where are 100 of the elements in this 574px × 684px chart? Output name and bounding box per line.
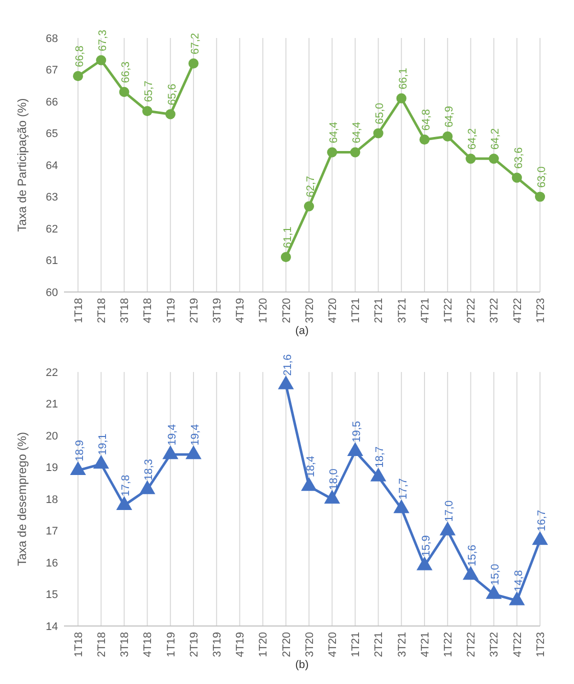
point (534, 192, 546, 202)
point (96, 55, 106, 66)
y-tick-label: 61 (46, 255, 58, 268)
x-tick-label: 1T18 (72, 632, 85, 658)
y-tick-label: 68 (46, 32, 58, 45)
x-tick-label: 2T19 (188, 632, 200, 658)
data-label: 65,0 (374, 102, 386, 124)
x-tick-label: 3T20 (304, 632, 316, 658)
x-tick-label: 4T19 (234, 632, 247, 658)
data-label: 16,7 (536, 510, 548, 532)
x-tick-label: 1T20 (258, 298, 270, 324)
point (188, 58, 199, 68)
x-tick-label: 2T18 (96, 298, 108, 324)
data-label: 63,6 (512, 147, 525, 169)
data-label: 19,4 (166, 424, 178, 446)
x-tick-label: 3T21 (396, 298, 408, 324)
point (396, 93, 406, 104)
y-tick-label: 62 (46, 223, 58, 236)
text: (b) (295, 659, 309, 671)
x-tick-label: 1T22 (442, 298, 454, 324)
x-tick-label: 2T20 (280, 298, 293, 324)
point (327, 147, 338, 158)
point (419, 134, 430, 145)
point (139, 480, 156, 494)
x-tick-label: 3T18 (119, 632, 132, 658)
x-tick-label: 2T21 (373, 298, 386, 324)
data-label: 64,2 (466, 128, 479, 150)
x-tick-label: 2T20 (280, 632, 293, 658)
data-label: 67,3 (96, 30, 109, 52)
x-tick-label: 4T18 (142, 298, 154, 324)
y-tick-label: 18 (46, 494, 58, 506)
point (70, 461, 86, 476)
data-label: 65,7 (143, 80, 156, 102)
data-label: 64,4 (328, 122, 340, 144)
y-tick-label: 17 (46, 526, 58, 538)
data-label: 66,8 (74, 46, 86, 68)
x-tick-label: 3T21 (396, 632, 408, 658)
point (440, 522, 456, 536)
x-tick-label: 4T18 (142, 632, 154, 658)
data-label: 64,2 (490, 128, 502, 150)
point (486, 585, 502, 599)
data-label: 19,1 (96, 434, 109, 456)
data-label: 15,6 (466, 544, 479, 566)
y-tick-label: 60 (46, 286, 58, 299)
x-tick-label: 2T18 (96, 632, 108, 658)
x-tick-label: 1T18 (72, 298, 85, 324)
x-tick-label: 3T22 (488, 632, 501, 658)
y-tick-label: 16 (46, 557, 58, 570)
point (532, 531, 548, 545)
y-tick-label: 20 (46, 430, 58, 442)
x-tick-label: 1T21 (350, 632, 362, 658)
point (347, 442, 364, 456)
data-label: 21,6 (282, 354, 294, 376)
point (512, 172, 522, 183)
x-tick-label: 2T22 (466, 632, 478, 658)
point (442, 131, 453, 142)
point (324, 490, 340, 504)
text: (a) (295, 325, 309, 337)
x-tick-label: 3T22 (488, 298, 501, 324)
data-label: 67,2 (189, 32, 202, 54)
data-label: 66,1 (397, 68, 410, 90)
data-label: 64,8 (420, 109, 432, 131)
data-label: 66,3 (120, 62, 132, 83)
data-label: 19,4 (189, 424, 202, 446)
point (508, 591, 525, 606)
x-tick-label: 1T19 (165, 298, 178, 324)
y-tick-label: 19 (46, 462, 58, 474)
x-tick-label: 3T19 (211, 632, 224, 658)
y-tick-label: 64 (46, 160, 58, 172)
data-label: 18,7 (374, 446, 386, 468)
x-tick-label: 4T21 (419, 632, 432, 658)
point (416, 556, 432, 570)
data-label: 18,9 (74, 440, 86, 462)
data-label: 64,9 (443, 106, 456, 128)
x-tick-label: 4T21 (419, 298, 432, 324)
point (373, 128, 384, 138)
y-tick-label: 14 (46, 620, 58, 633)
x-tick-label: 2T21 (373, 632, 386, 658)
point (370, 468, 386, 482)
data-label: 17,7 (397, 478, 410, 500)
x-tick-label: 1T20 (258, 632, 270, 658)
x-tick-label: 1T23 (534, 632, 547, 658)
point (186, 445, 202, 460)
point (165, 109, 176, 120)
data-label: 15,0 (490, 564, 502, 586)
x-tick-label: 3T18 (119, 298, 132, 324)
y-tick-label: 63 (46, 192, 58, 204)
x-tick-label: 3T20 (304, 298, 316, 324)
point (280, 252, 291, 262)
x-tick-label: 2T22 (466, 298, 478, 324)
y-tick-label: 15 (46, 589, 58, 602)
x-tick-label: 4T22 (512, 298, 524, 324)
y-tick-label: 22 (46, 366, 58, 379)
data-label: 18,0 (328, 468, 340, 490)
x-tick-label: 4T20 (326, 632, 339, 658)
data-label: 64,4 (351, 122, 364, 144)
x-tick-label: 1T22 (442, 632, 454, 658)
x-tick-label: 4T19 (234, 298, 247, 324)
x-tick-label: 1T23 (534, 298, 547, 324)
point (466, 154, 476, 164)
